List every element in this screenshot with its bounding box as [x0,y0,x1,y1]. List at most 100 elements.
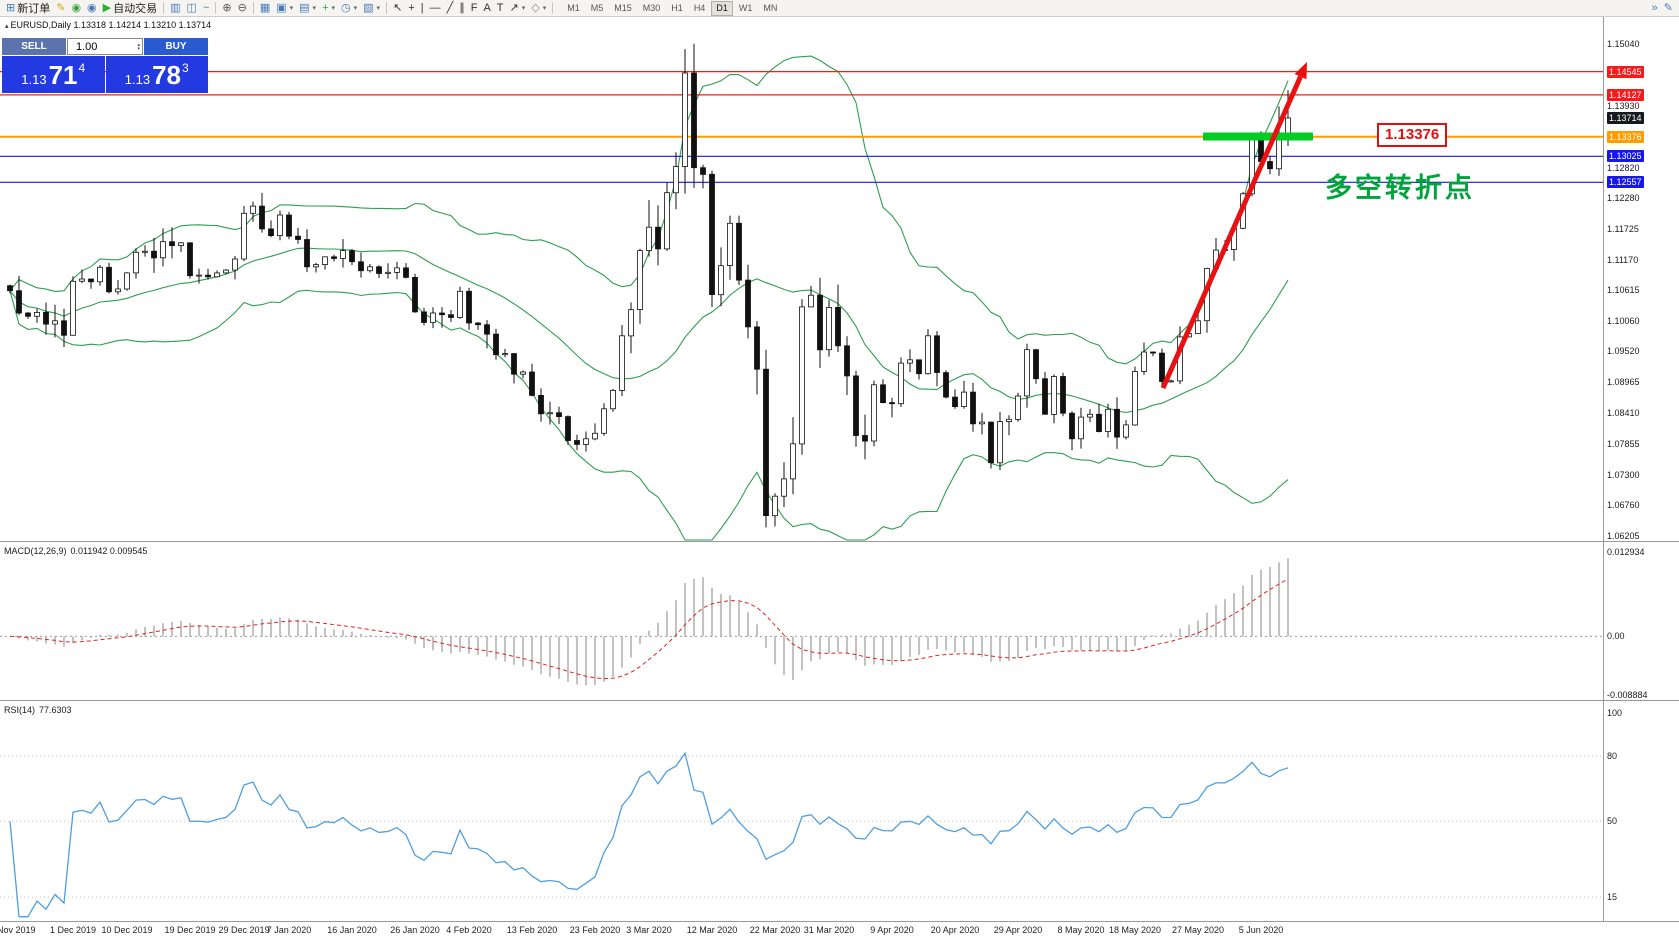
trend-arrow-line[interactable] [1160,75,1303,390]
spin-up-icon[interactable]: ▴ [137,41,140,48]
fibonacci-button[interactable]: F [468,1,481,16]
indicators-button[interactable]: + ▾ [319,1,338,16]
candle-body [61,320,67,336]
candle-body [295,235,301,240]
new-order-button[interactable]: ⊞ 新订单 [3,1,53,16]
line-chart-button[interactable]: ~ [200,1,212,16]
timeframe-d1-button[interactable]: D1 [711,0,733,16]
indicators-button-dropdown[interactable]: ▾ [331,5,336,12]
templates-button[interactable]: ▧ ▾ [360,1,383,16]
candle-body [286,214,292,237]
price-axis[interactable]: 1.15040 1.14545 1.14127 1.13930 1.13714 1.133… [1604,0,1679,940]
horizontal-line-button[interactable]: — [427,1,444,16]
volume-input[interactable]: 1.00 ▴ ▾ [67,38,143,55]
sell-button[interactable]: SELL [2,38,66,55]
toolbar-separator [163,2,165,14]
timeframe-m15-button[interactable]: M15 [614,2,632,13]
candle-body [1114,408,1120,438]
zoom-out-icon: ⊖ [237,1,247,14]
candle-body [1105,408,1111,432]
support-zone-bar[interactable] [1203,132,1313,141]
price-scale-label: 1.06205 [1607,531,1640,541]
horizontal-lines [0,70,1603,183]
text-button[interactable]: A [480,1,493,16]
candle-body [754,326,760,370]
toolbar-separator [386,2,388,14]
spin-down-icon[interactable]: ▾ [137,45,140,52]
periods-button-dropdown[interactable]: ▾ [353,5,358,12]
horizontal-line-icon: — [429,1,441,14]
crosshair-icon: + [408,1,415,14]
profiles-button[interactable]: ▤ ▾ [296,1,319,16]
date-label: 20 Apr 2020 [930,925,980,935]
candle-body [745,279,751,328]
timeframe-h1-button[interactable]: H1 [671,2,683,13]
timeframe-h4-button[interactable]: H4 [693,2,706,13]
navigator-button[interactable]: ◉ [84,1,100,16]
timeframe-w1-button[interactable]: W1 [738,2,753,13]
market-watch-button[interactable]: ◉ [68,1,84,16]
line-chart-icon: ~ [202,1,210,14]
price-scale-label: 1.10060 [1607,316,1640,326]
candle-body [961,391,967,408]
date-axis[interactable]: 21 Nov 2019 1 Dec 2019 10 Dec 2019 19 Dec 2… [0,922,1679,940]
shapes-button-dropdown[interactable]: ▾ [542,5,547,12]
periods-icon: ◷ [341,1,351,14]
timeframe-m5-button[interactable]: M5 [590,2,604,13]
vertical-line-button[interactable]: | [418,1,427,16]
candle-body [565,416,571,441]
auto-scroll-button[interactable]: » [1649,1,1661,16]
price-current-label: 1.13714 [1607,112,1644,124]
zoom-out-button[interactable]: ⊖ [235,1,250,16]
candlestick-chart-button[interactable]: ◫ [184,1,200,16]
date-label: 9 Apr 2020 [870,925,914,935]
candle-body [142,250,148,253]
buy-price-button[interactable]: 1.13 78 3 [105,56,208,93]
templates-icon: ▧ [363,1,374,14]
arrow-tool-button-dropdown[interactable]: ▾ [521,5,526,12]
bb-middle-band [9,247,1289,414]
arrow-tool-button[interactable]: ↗ ▾ [507,1,529,16]
price-scale-label: 1.11725 [1607,224,1639,234]
timeframe-m1-button[interactable]: M1 [567,2,580,13]
profiles-button-dropdown[interactable]: ▾ [312,5,317,12]
candle-body [646,226,652,251]
shapes-button[interactable]: ◇ ▾ [528,1,549,16]
metaeditor-button[interactable]: ✎ [53,1,68,16]
templates-button-dropdown[interactable]: ▾ [376,5,381,12]
price-level-tag[interactable]: 1.13376 [1377,123,1448,147]
cursor-button[interactable]: ↖ [390,1,405,16]
crosshair-button[interactable]: + [405,1,417,16]
timeframe-mn-button[interactable]: MN [763,2,778,13]
zoom-in-button[interactable]: ⊕ [219,1,234,16]
bar-chart-button[interactable]: ▥ [167,1,183,16]
candle-body [241,212,247,260]
candles [7,43,1291,528]
autotrading-button[interactable]: ▶ 自动交易 [100,1,160,16]
trend-arrow-head[interactable] [1294,62,1307,80]
tile-windows-button[interactable]: ▦ [257,1,273,16]
auto-scroll-icon: » [1651,1,1658,14]
date-label: 4 Feb 2020 [446,925,492,935]
new-chart-button[interactable]: ▣ ▾ [273,1,296,16]
tile-windows-icon: ▦ [259,1,271,14]
channel-button[interactable]: ∥ [456,1,468,16]
candle-body [322,256,328,265]
candle-body [349,250,355,263]
toolbar-groups: ⊞ 新订单 ✎ ◉ ◉ ▶ 自动交易 ▥ ◫ ~ ⊕ ⊖ ▦ ▣ ▾ ▤ ▾ + ▾ ◷ ▾ ▧ ▾ ↖ + | — ╱ ∥ F A T ↗ ▾ ◇… [3,1,549,16]
volume-stepper[interactable]: ▴ ▾ [137,41,140,52]
sell-price-button[interactable]: 1.13 71 4 [2,56,105,93]
label-button[interactable]: T [494,1,507,16]
periods-button[interactable]: ◷ ▾ [338,1,360,16]
trendline-button[interactable]: ╱ [444,1,457,16]
turning-point-annotation[interactable]: 多空转折点 [1325,173,1475,203]
candle-body [313,264,319,268]
new-chart-button-dropdown[interactable]: ▾ [289,5,294,12]
timeframe-m30-button[interactable]: M30 [642,2,661,13]
buy-button[interactable]: BUY [144,38,208,55]
candle-body [1042,378,1048,415]
price-red-label: 1.14127 [1607,89,1644,101]
candle-body [88,278,94,283]
chart-shift-button[interactable]: ✎ [1661,1,1676,16]
